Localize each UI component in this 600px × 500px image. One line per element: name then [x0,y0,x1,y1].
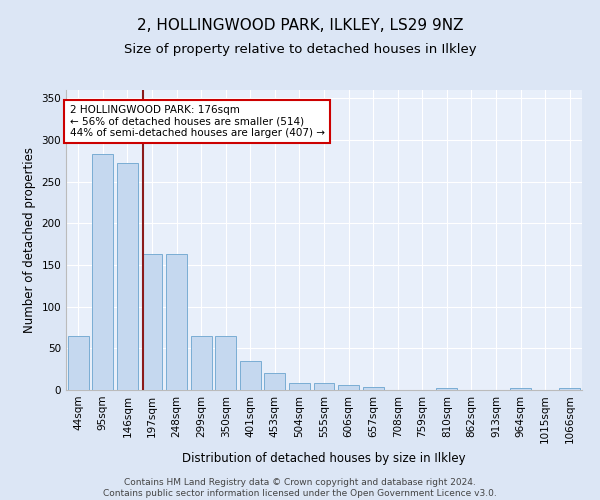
Bar [362,386,383,390]
Bar [289,384,310,390]
Text: Contains HM Land Registry data © Crown copyright and database right 2024.
Contai: Contains HM Land Registry data © Crown c… [103,478,497,498]
Bar [510,388,531,390]
Text: 2, HOLLINGWOOD PARK, ILKLEY, LS29 9NZ: 2, HOLLINGWOOD PARK, ILKLEY, LS29 9NZ [137,18,463,32]
Bar [240,361,261,390]
Bar [338,385,359,390]
Bar [92,154,113,390]
Bar [142,254,163,390]
Bar [215,336,236,390]
Bar [166,254,187,390]
Text: Size of property relative to detached houses in Ilkley: Size of property relative to detached ho… [124,42,476,56]
Bar [117,164,138,390]
Bar [436,388,457,390]
Bar [191,336,212,390]
Bar [68,336,89,390]
X-axis label: Distribution of detached houses by size in Ilkley: Distribution of detached houses by size … [182,452,466,465]
Bar [314,382,334,390]
Bar [265,374,286,390]
Bar [559,388,580,390]
Text: 2 HOLLINGWOOD PARK: 176sqm
← 56% of detached houses are smaller (514)
44% of sem: 2 HOLLINGWOOD PARK: 176sqm ← 56% of deta… [70,105,325,138]
Y-axis label: Number of detached properties: Number of detached properties [23,147,36,333]
